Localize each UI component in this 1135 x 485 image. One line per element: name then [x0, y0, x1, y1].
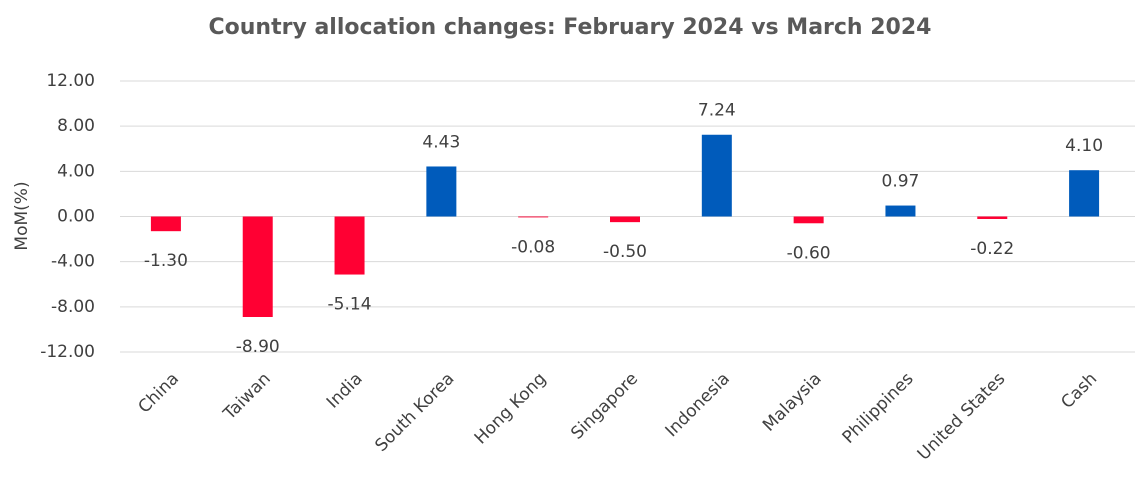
data-label: -0.08 — [511, 237, 555, 257]
y-axis-label: MoM(%) — [12, 181, 32, 250]
bar — [1069, 170, 1100, 217]
bar — [426, 166, 457, 217]
data-label: -0.60 — [787, 243, 831, 263]
x-tick-label: Singapore — [567, 369, 642, 444]
data-label: -5.14 — [328, 295, 372, 315]
data-label: -0.50 — [603, 242, 647, 262]
bar — [793, 216, 824, 224]
x-tick-label: Taiwan — [219, 369, 275, 425]
data-label: 7.24 — [698, 101, 736, 121]
x-tick-label: China — [134, 369, 182, 417]
y-tick-label: -4.00 — [51, 252, 95, 272]
data-label: 0.97 — [882, 172, 920, 192]
x-tick-label: India — [323, 369, 367, 413]
bar — [885, 205, 916, 217]
bar — [610, 216, 640, 223]
bar — [150, 216, 181, 232]
y-tick-label: 12.00 — [46, 71, 95, 91]
x-tick-label: South Korea — [371, 369, 458, 456]
chart-title: Country allocation changes: February 202… — [209, 15, 932, 40]
data-label: -0.22 — [970, 239, 1014, 259]
x-tick-label: Indonesia — [662, 369, 734, 441]
bar — [334, 216, 365, 275]
data-label: -8.90 — [236, 337, 280, 357]
y-tick-label: 8.00 — [57, 116, 95, 136]
x-tick-label: Cash — [1057, 369, 1101, 413]
x-tick-label: Philippines — [839, 369, 918, 448]
bar — [701, 134, 732, 217]
data-label: 4.43 — [422, 132, 460, 152]
y-tick-label: -12.00 — [40, 342, 95, 362]
bar — [977, 216, 1008, 219]
bar — [518, 216, 549, 218]
y-tick-label: 4.00 — [57, 161, 95, 181]
y-tick-label: -8.00 — [51, 297, 95, 317]
data-label: -1.30 — [144, 251, 188, 271]
data-label: 4.10 — [1065, 136, 1103, 156]
bar — [242, 216, 273, 317]
x-tick-label: Hong Kong — [471, 369, 550, 448]
x-tick-label: United States — [914, 369, 1010, 465]
y-tick-label: 0.00 — [57, 207, 95, 227]
x-tick-label: Malaysia — [759, 369, 826, 436]
